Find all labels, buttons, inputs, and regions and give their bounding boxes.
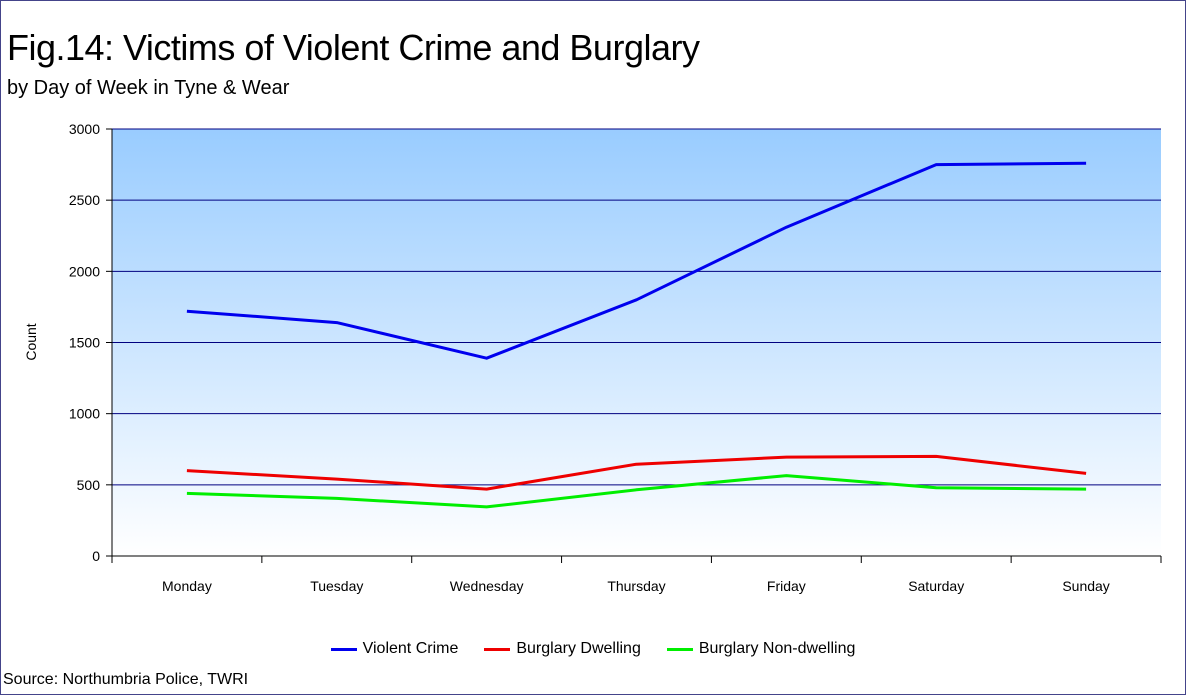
x-tick-label: Thursday xyxy=(607,578,665,594)
x-tick-label: Wednesday xyxy=(450,578,524,594)
x-tick-label: Monday xyxy=(162,578,212,594)
y-tick-label: 0 xyxy=(92,548,100,564)
y-tick-label: 3000 xyxy=(69,121,100,137)
series-line-burglary-non-dwelling xyxy=(186,474,1087,509)
chart-legend: Violent Crime Burglary Dwelling Burglary N… xyxy=(0,640,1186,658)
chart-title: Fig.14: Victims of Violent Crime and Bur… xyxy=(7,27,700,68)
legend-item: Burglary Dwelling xyxy=(484,640,641,658)
y-tick-label: 2500 xyxy=(69,192,100,208)
legend-swatch xyxy=(330,647,357,651)
y-tick-label: 1500 xyxy=(69,335,100,351)
y-tick-label: 500 xyxy=(77,477,101,493)
chart-subtitle: by Day of Week in Tyne & Wear xyxy=(7,77,290,99)
x-tick-label: Sunday xyxy=(1062,578,1109,594)
x-tick-label: Saturday xyxy=(908,578,964,594)
legend-label: Burglary Dwelling xyxy=(516,640,641,657)
y-axis-title: Count xyxy=(23,323,39,360)
legend-item: Burglary Non-dwelling xyxy=(666,640,856,658)
y-tick-label: 2000 xyxy=(69,263,100,279)
y-tick-label: 1000 xyxy=(69,406,100,422)
legend-swatch xyxy=(484,647,511,651)
x-tick-label: Tuesday xyxy=(310,578,363,594)
legend-label: Violent Crime xyxy=(362,640,459,657)
series-line-burglary-dwelling xyxy=(186,454,1087,491)
legend-label: Burglary Non-dwelling xyxy=(698,640,856,657)
legend-swatch xyxy=(666,647,693,651)
legend-item: Violent Crime xyxy=(330,640,459,658)
series-line-violent-crime xyxy=(186,161,1087,360)
source-note: Source: Northumbria Police, TWRI xyxy=(3,671,249,688)
x-tick-label: Friday xyxy=(767,578,806,594)
